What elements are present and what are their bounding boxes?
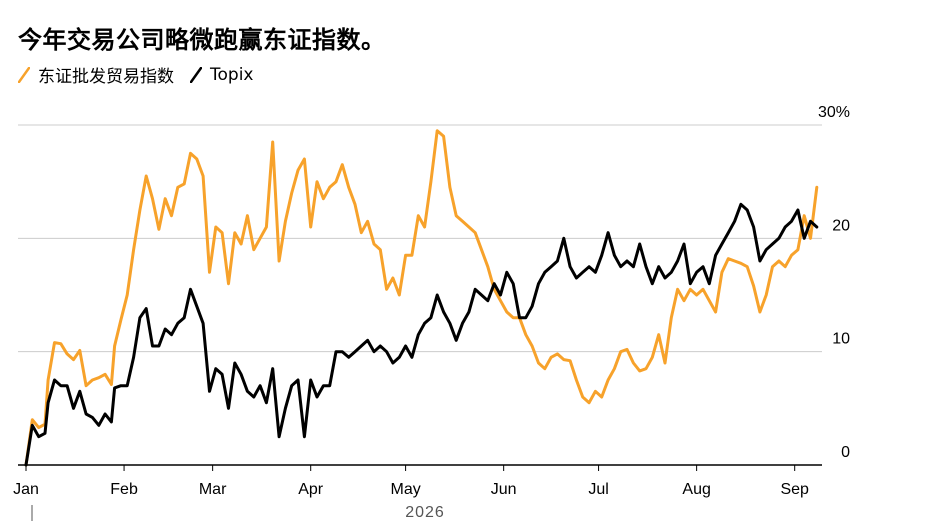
- x-tick-label-jun: Jun: [491, 481, 517, 498]
- legend-label-trading: 东证批发贸易指数: [38, 67, 174, 87]
- x-tick-label-apr: Apr: [298, 481, 324, 498]
- legend-swatch-trading: [18, 66, 30, 83]
- x-tick-label-sep: Sep: [780, 481, 809, 498]
- legend: 东证批发贸易指数 Topix: [18, 62, 269, 87]
- series-line-trading: [24, 129, 819, 467]
- series-0: [24, 129, 819, 467]
- axis-layer: 0 10 20 30% Jan Feb Mar Apr May Jun Jul Aug Sep 2026: [13, 104, 850, 521]
- y-tick-label-30: 30%: [818, 104, 850, 121]
- x-tick-label-mar: Mar: [199, 481, 227, 498]
- series-layer: [24, 129, 819, 467]
- grid-layer: [18, 124, 822, 353]
- chart-title: 今年交易公司略微跑赢东证指数。: [18, 26, 386, 54]
- legend-item-trading: 东证批发贸易指数: [18, 62, 174, 87]
- x-tick-label-jul: Jul: [588, 481, 608, 498]
- x-tick-label-feb: Feb: [110, 481, 138, 498]
- y-tick-label-20: 20: [832, 217, 850, 234]
- y-tick-label-10: 10: [832, 331, 850, 348]
- x-tick-label-jan: Jan: [13, 481, 39, 498]
- series-1: [24, 202, 819, 467]
- x-tick-label-may: May: [390, 481, 420, 498]
- year-label: 2026: [405, 504, 445, 521]
- series-line-topix: [24, 202, 819, 467]
- y-tick-label-0: 0: [841, 444, 850, 461]
- legend-label-topix: Topix: [210, 64, 254, 85]
- legend-item-topix: Topix: [190, 65, 253, 85]
- x-tick-label-aug: Aug: [682, 481, 710, 498]
- legend-swatch-topix: [190, 66, 202, 83]
